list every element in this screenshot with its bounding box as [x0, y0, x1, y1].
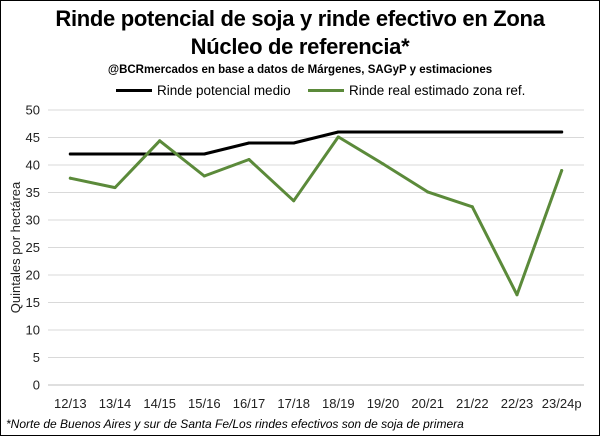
y-tick-label-15: 15	[26, 295, 40, 310]
x-tick-label-22/23: 22/23	[501, 396, 534, 411]
series-0-point-12/13	[68, 152, 72, 156]
y-tick-label-50: 50	[26, 103, 40, 118]
series-1-point-18/19	[336, 135, 340, 139]
y-tick-label-35: 35	[26, 185, 40, 200]
x-tick-label-18/19: 18/19	[322, 396, 355, 411]
series-0-point-22/23	[515, 130, 519, 134]
chart-footnote: *Norte de Buenos Aires y sur de Santa Fe…	[6, 417, 464, 431]
series-1-point-14/15	[158, 139, 162, 143]
chart-legend: Rinde potencial medio Rinde real estimad…	[0, 80, 600, 100]
chart-title-line-1: Rinde potencial de soja y rinde efectivo…	[55, 6, 545, 31]
y-tick-label-20: 20	[26, 268, 40, 283]
y-tick-label-5: 5	[33, 350, 40, 365]
series-1-point-12/13	[68, 176, 72, 180]
series-1-point-19/20	[381, 162, 385, 166]
x-tick-label-12/13: 12/13	[54, 396, 87, 411]
y-tick-label-0: 0	[33, 378, 40, 393]
series-1-point-16/17	[247, 158, 251, 161]
series-0-point-19/20	[381, 130, 385, 134]
series-0-point-20/21	[426, 130, 430, 134]
x-tick-label-15/16: 15/16	[188, 396, 221, 411]
y-tick-label-45: 45	[26, 130, 40, 145]
y-tick-label-40: 40	[26, 158, 40, 173]
series-0-point-14/15	[158, 152, 162, 156]
x-tick-label-14/15: 14/15	[143, 396, 176, 411]
x-tick-label-20/21: 20/21	[411, 396, 444, 411]
legend-swatch-real	[308, 88, 344, 92]
x-tick-label-23/24p: 23/24p	[542, 396, 582, 411]
series-line-0	[68, 130, 564, 156]
series-1-point-21/22	[470, 205, 474, 209]
legend-label-potencial: Rinde potencial medio	[157, 82, 291, 98]
x-tick-label-19/20: 19/20	[367, 396, 400, 411]
series-0-point-13/14	[113, 152, 117, 156]
series-line-1	[68, 135, 564, 297]
y-axis-title: Quintales por hectárea	[8, 181, 23, 313]
y-tick-label-10: 10	[26, 323, 40, 338]
series-0-point-17/18	[292, 141, 296, 145]
x-tick-label-16/17: 16/17	[233, 396, 266, 411]
series-0-point-21/22	[470, 130, 474, 134]
series-1-point-20/21	[426, 190, 430, 194]
y-tick-label-25: 25	[26, 240, 40, 255]
series-0-point-16/17	[247, 141, 251, 145]
legend-swatch-potencial	[116, 88, 152, 92]
x-tick-label-17/18: 17/18	[277, 396, 310, 411]
chart-subtitle: @BCRmercados en base a datos de Márgenes…	[107, 64, 493, 76]
series-0-point-18/19	[336, 130, 340, 134]
series-1-point-15/16	[202, 174, 206, 178]
chart-title-line-2: Núcleo de referencia*	[190, 34, 410, 59]
series-1-point-17/18	[292, 199, 296, 203]
x-tick-label-13/14: 13/14	[99, 396, 132, 411]
series-0-point-15/16	[202, 152, 206, 156]
legend-item-potencial: Rinde potencial medio	[116, 80, 291, 100]
y-tick-label-30: 30	[26, 213, 40, 228]
x-tick-label-21/22: 21/22	[456, 396, 489, 411]
series-1-point-23/24p	[560, 169, 564, 172]
legend-label-real: Rinde real estimado zona ref.	[349, 82, 526, 98]
series-0-point-23/24p	[560, 130, 564, 134]
series-1-point-22/23	[515, 293, 519, 297]
series-1-point-13/14	[113, 186, 117, 190]
legend-item-real: Rinde real estimado zona ref.	[308, 80, 525, 100]
